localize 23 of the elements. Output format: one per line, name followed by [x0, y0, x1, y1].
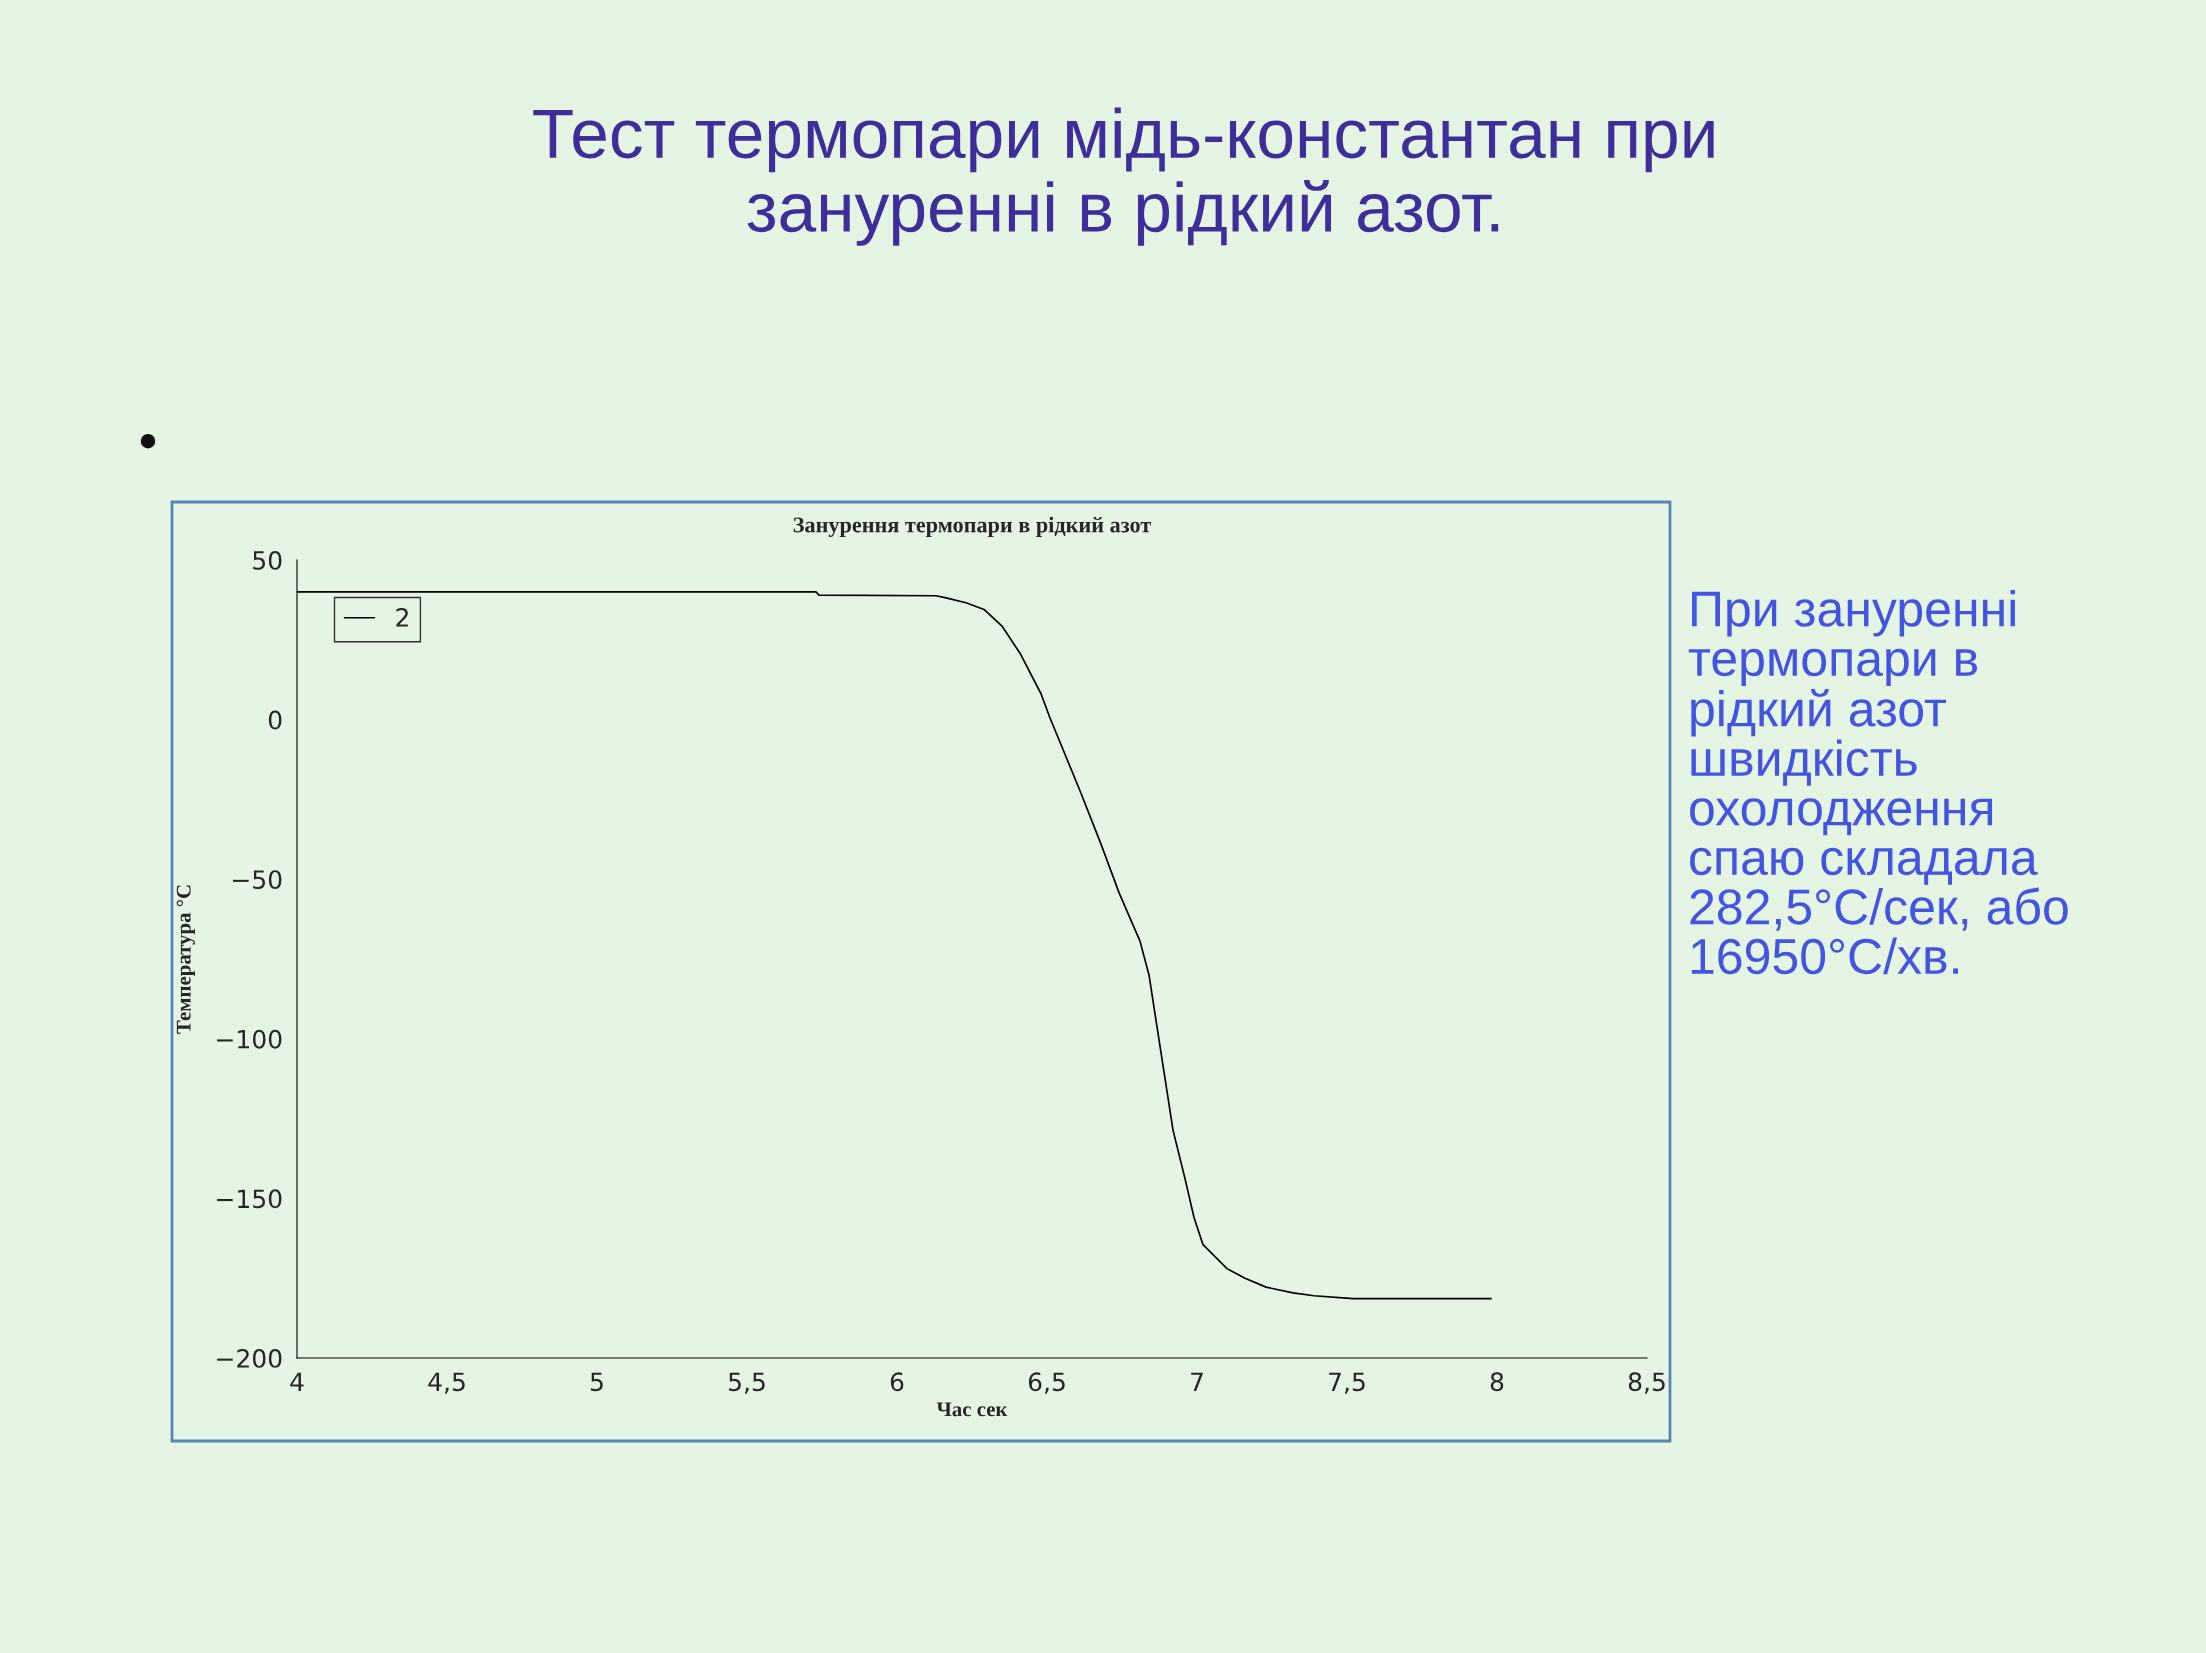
y-tick-label: −200 [217, 1348, 282, 1368]
y-tick-label: −100 [217, 1029, 282, 1049]
x-tick-label: 8,5 [1628, 1372, 1665, 1394]
x-axis-title: Час сек [936, 1402, 1008, 1417]
y-tick-label: −150 [217, 1189, 282, 1209]
x-tick-label: 6,5 [1028, 1372, 1065, 1394]
y-tick-label: 0 [268, 710, 282, 730]
text: При зануренні термопари в рідкий азот швидкість охолодження спаю складала 282,5°C/сек, або 16950°C/хв. [1688, 590, 2068, 975]
x-tick-label: 8 [1490, 1372, 1504, 1392]
y-tick-label: 50 [253, 550, 282, 570]
x-tick-label: 6 [890, 1372, 904, 1392]
legend-label: 2 [396, 607, 408, 627]
x-tick-label: 7 [1191, 1372, 1203, 1391]
y-tick-label: −50 [233, 870, 282, 890]
x-tick-label: 4 [290, 1372, 304, 1391]
x-tick-label: 7,5 [1329, 1372, 1365, 1394]
y-axis-title: Температура °C [176, 885, 195, 1034]
x-tick-label: 4,5 [428, 1372, 465, 1394]
chart-title: Тест термопари мідь-константан при зануренні в рідкий азот. [533, 107, 1714, 246]
x-tick-label: 5,5 [729, 1372, 765, 1394]
text: • [140, 433, 156, 449]
chart-subtitle: Занурення термопари в рідкий азот [793, 516, 1151, 538]
x-tick-label: 5 [590, 1372, 603, 1392]
